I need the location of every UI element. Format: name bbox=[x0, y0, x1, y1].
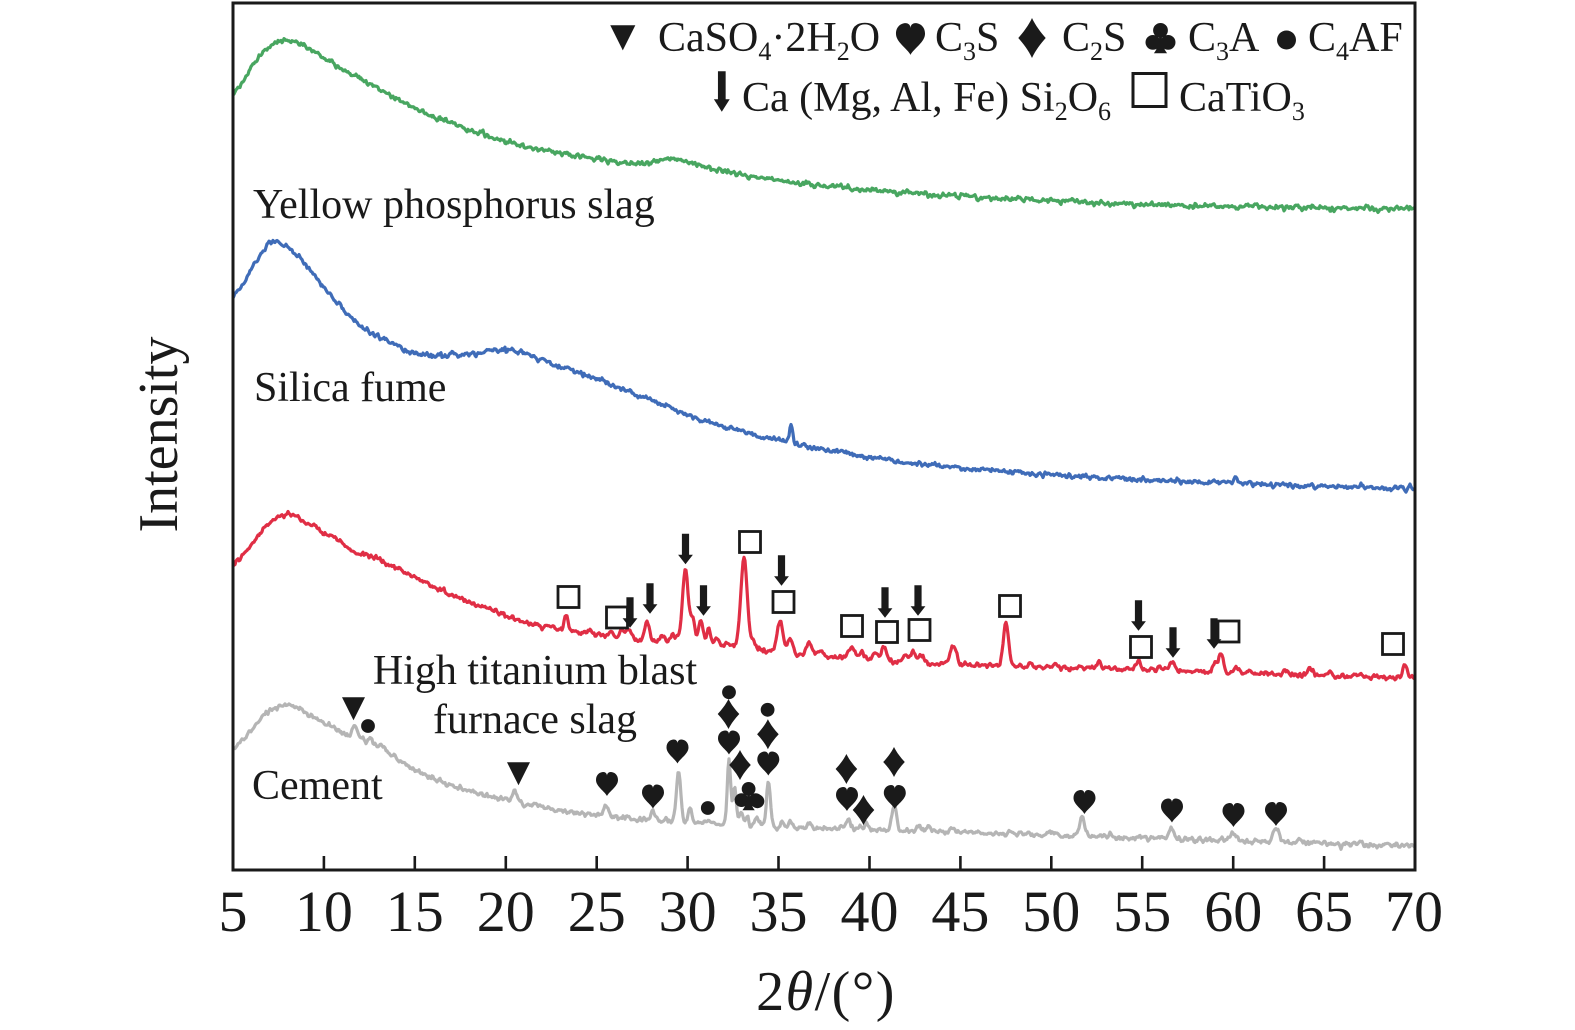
svg-text:10: 10 bbox=[295, 879, 353, 944]
svg-text:50: 50 bbox=[1022, 879, 1080, 944]
svg-text:25: 25 bbox=[568, 879, 626, 944]
svg-text:Cement: Cement bbox=[252, 763, 383, 809]
svg-text:Ca (Mg, Al, Fe) Si2​O6​: Ca (Mg, Al, Fe) Si2​O6​ bbox=[742, 75, 1111, 126]
svg-text:70: 70 bbox=[1385, 879, 1443, 944]
svg-text:furnace slag: furnace slag bbox=[433, 697, 637, 743]
svg-text:High titanium blast: High titanium blast bbox=[373, 648, 698, 694]
svg-text:C4​AF: C4​AF bbox=[1308, 15, 1403, 66]
svg-text:C3​S: C3​S bbox=[935, 15, 999, 66]
svg-text:65: 65 bbox=[1295, 879, 1353, 944]
svg-text:CaTiO3​: CaTiO3​ bbox=[1179, 75, 1305, 126]
svg-text:30: 30 bbox=[659, 879, 717, 944]
svg-text:15: 15 bbox=[386, 879, 444, 944]
svg-text:40: 40 bbox=[841, 879, 899, 944]
svg-text:60: 60 bbox=[1204, 879, 1262, 944]
svg-text:Intensity: Intensity bbox=[128, 337, 190, 533]
svg-text:5: 5 bbox=[219, 879, 248, 944]
svg-text:35: 35 bbox=[750, 879, 808, 944]
svg-text:Yellow phosphorus slag: Yellow phosphorus slag bbox=[253, 182, 655, 228]
svg-text:55: 55 bbox=[1113, 879, 1171, 944]
svg-text:45: 45 bbox=[931, 879, 989, 944]
svg-text:20: 20 bbox=[477, 879, 535, 944]
svg-text:2θ/(°): 2θ/(°) bbox=[756, 961, 896, 1023]
svg-text:Silica fume: Silica fume bbox=[254, 365, 446, 411]
